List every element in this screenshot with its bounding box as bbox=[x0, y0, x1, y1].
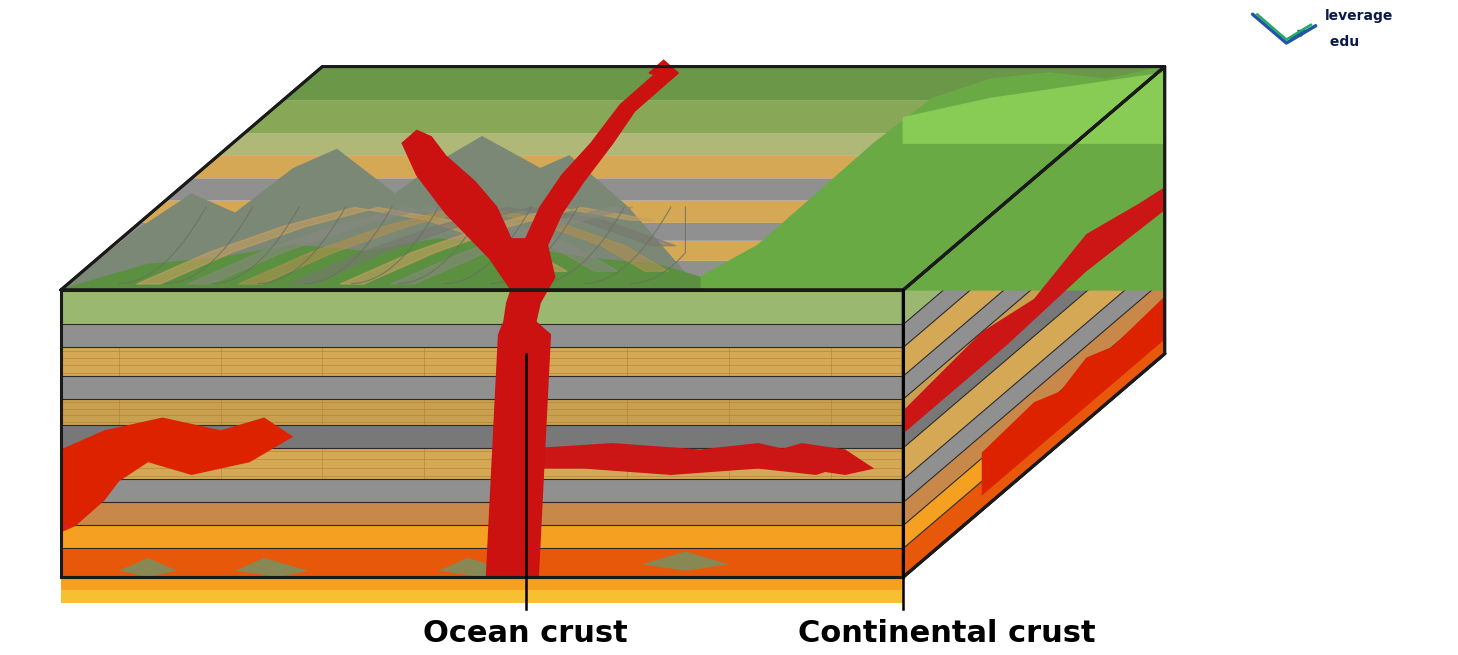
Polygon shape bbox=[700, 67, 1165, 290]
Polygon shape bbox=[904, 67, 1165, 324]
Polygon shape bbox=[61, 239, 700, 290]
Polygon shape bbox=[61, 290, 904, 324]
Polygon shape bbox=[904, 187, 1165, 434]
Polygon shape bbox=[904, 101, 1165, 347]
Polygon shape bbox=[191, 156, 1060, 178]
Polygon shape bbox=[61, 425, 904, 448]
Polygon shape bbox=[61, 548, 904, 577]
Polygon shape bbox=[904, 176, 1165, 425]
Polygon shape bbox=[402, 67, 678, 577]
Polygon shape bbox=[61, 525, 904, 548]
Polygon shape bbox=[904, 225, 1165, 479]
Polygon shape bbox=[95, 241, 961, 261]
Polygon shape bbox=[120, 558, 176, 577]
Polygon shape bbox=[283, 67, 1165, 100]
Text: Ocean crust: Ocean crust bbox=[423, 618, 628, 648]
Polygon shape bbox=[904, 256, 1165, 502]
Polygon shape bbox=[217, 134, 1086, 156]
Polygon shape bbox=[165, 178, 1034, 200]
Polygon shape bbox=[758, 443, 875, 475]
Polygon shape bbox=[61, 376, 904, 399]
Polygon shape bbox=[118, 223, 981, 241]
Polygon shape bbox=[981, 296, 1165, 496]
Polygon shape bbox=[904, 325, 1165, 577]
Text: Continental crust: Continental crust bbox=[798, 618, 1095, 648]
Polygon shape bbox=[61, 577, 904, 603]
Polygon shape bbox=[61, 399, 904, 425]
Polygon shape bbox=[904, 279, 1165, 525]
Polygon shape bbox=[61, 417, 293, 533]
Polygon shape bbox=[649, 60, 678, 79]
Polygon shape bbox=[904, 302, 1165, 548]
Polygon shape bbox=[61, 277, 206, 290]
Polygon shape bbox=[61, 448, 904, 479]
Polygon shape bbox=[61, 324, 904, 347]
Polygon shape bbox=[642, 552, 729, 571]
Polygon shape bbox=[904, 153, 1165, 399]
Polygon shape bbox=[61, 137, 700, 290]
Polygon shape bbox=[61, 479, 904, 502]
Polygon shape bbox=[140, 200, 1007, 223]
Polygon shape bbox=[61, 590, 904, 603]
Polygon shape bbox=[235, 558, 308, 577]
Polygon shape bbox=[61, 502, 904, 525]
Polygon shape bbox=[904, 124, 1165, 376]
Polygon shape bbox=[904, 202, 1165, 448]
Polygon shape bbox=[61, 347, 904, 376]
Polygon shape bbox=[77, 261, 937, 276]
Polygon shape bbox=[904, 73, 1165, 143]
Polygon shape bbox=[61, 276, 919, 290]
Polygon shape bbox=[512, 443, 846, 475]
Polygon shape bbox=[243, 100, 1126, 134]
Polygon shape bbox=[439, 558, 512, 577]
